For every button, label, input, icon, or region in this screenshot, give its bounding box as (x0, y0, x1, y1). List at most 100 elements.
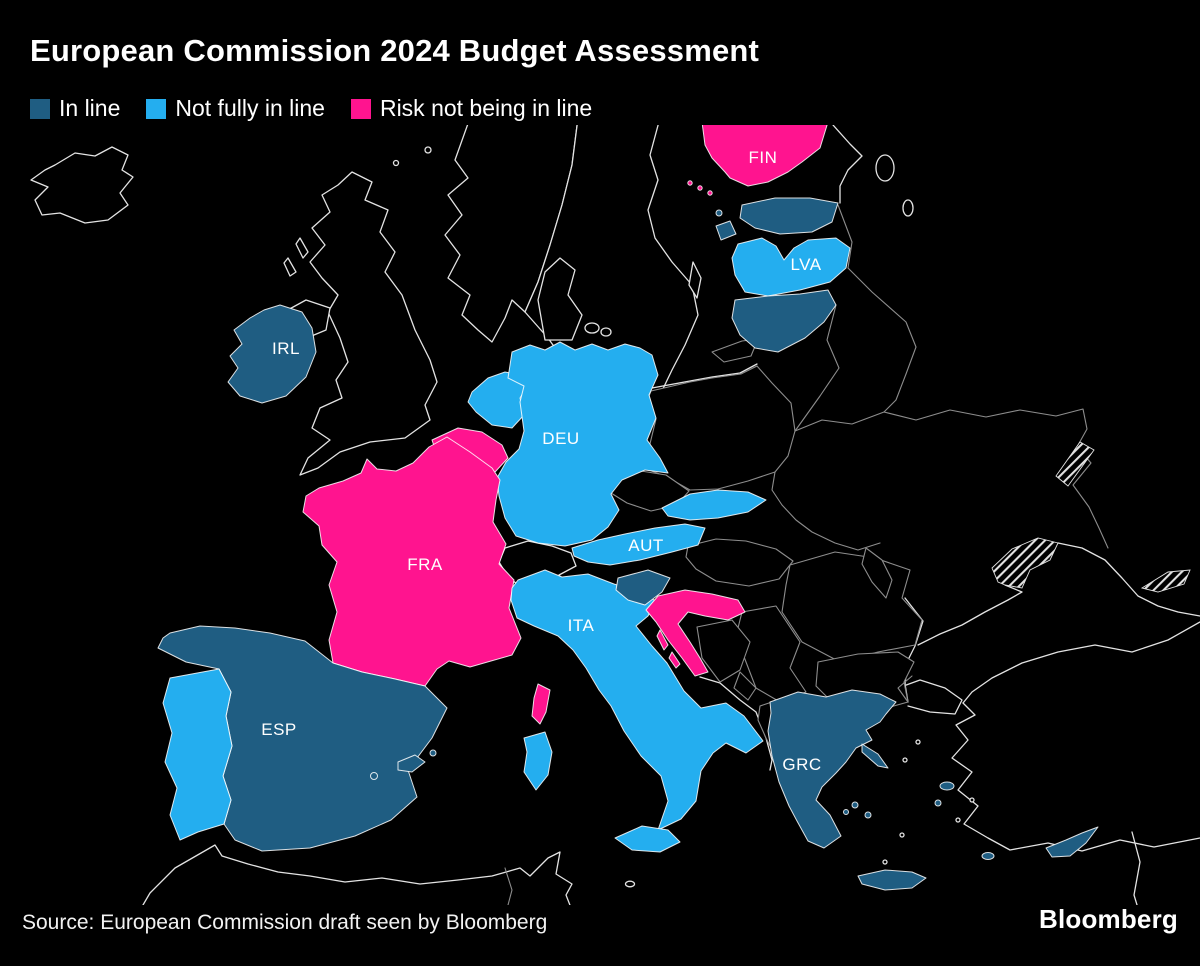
region-crimea-hatched (991, 537, 1059, 589)
island-hiiumaa (715, 209, 723, 217)
coast-european-turkey (897, 679, 963, 715)
country-spain (157, 625, 448, 852)
legend-item-risk: Risk not being in line (350, 95, 593, 122)
island-aland-2 (707, 190, 713, 196)
island-menorca (429, 749, 437, 757)
coast-baltic-poland (651, 363, 758, 389)
coast-north-africa (142, 844, 576, 919)
island-chios (934, 799, 942, 807)
hatched-regions (991, 441, 1191, 593)
islands-hebrides (295, 237, 309, 259)
island-funen (600, 327, 612, 337)
country-hungary (685, 538, 794, 587)
country-iceland (30, 146, 134, 224)
island-euboea (861, 743, 889, 769)
country-finland (701, 121, 829, 187)
country-label-ita: ITA (568, 616, 595, 635)
island-sardinia (523, 731, 553, 791)
country-label-irl: IRL (272, 339, 300, 358)
island-aegean-4 (969, 797, 975, 803)
coast-adriatic-east (699, 676, 773, 771)
island-aegean-5 (899, 832, 905, 838)
border-belarus-west (794, 304, 840, 432)
country-croatia (645, 589, 746, 677)
coast-black-sea-ukraine (917, 584, 1023, 646)
island-gotland (688, 261, 702, 299)
island-saaremaa (715, 220, 737, 241)
border-russia-baltics (837, 204, 853, 269)
legend: In line Not fully in line Risk not being… (30, 95, 592, 122)
country-bosnia (696, 619, 751, 683)
island-aland-3 (687, 180, 693, 186)
island-aland-1 (697, 185, 703, 191)
bloomberg-logo: Bloomberg (1038, 904, 1178, 934)
legend-swatch-not-fully (146, 98, 167, 119)
country-label-lva: LVA (790, 255, 821, 274)
border-turkey-bulgaria-greece (897, 675, 913, 703)
island-croatia-coast-2 (668, 651, 681, 669)
island-aegean-1 (902, 757, 908, 763)
eu-countries (157, 121, 1099, 891)
island-corsica (531, 683, 551, 725)
island-cyclades-3 (843, 809, 849, 815)
map-svg: FIN LVA IRL DEU FRA AUT ITA ESP GRC (30, 117, 1200, 963)
island-croatia-coast-1 (656, 629, 669, 651)
island-aegean-6 (882, 859, 888, 865)
country-label-deu: DEU (542, 429, 579, 448)
europe-choropleth-map: FIN LVA IRL DEU FRA AUT ITA ESP GRC (0, 117, 1200, 963)
lake-ladoga (875, 154, 895, 182)
country-germany (496, 341, 669, 547)
country-label-fin: FIN (749, 148, 778, 167)
country-lithuania (731, 289, 837, 353)
border-ukraine-north-east (794, 408, 1109, 549)
island-cyclades-1 (851, 801, 859, 809)
island-shetland (424, 146, 432, 154)
country-great-britain (299, 171, 438, 476)
island-aegean-2 (915, 739, 921, 745)
region-east-black-sea-hatched (1140, 569, 1191, 593)
country-label-grc: GRC (782, 755, 821, 774)
border-belarus-russia (847, 267, 917, 413)
island-malta (624, 880, 636, 888)
country-romania (781, 551, 923, 663)
island-mallorca (397, 754, 426, 773)
legend-item-in-line: In line (30, 95, 120, 122)
country-label-esp: ESP (261, 720, 297, 739)
legend-label-in-line: In line (59, 95, 121, 121)
island-rhodes (981, 852, 995, 860)
country-montenegro (733, 671, 757, 701)
country-denmark (537, 257, 583, 341)
island-aegean-3 (955, 817, 961, 823)
legend-swatch-risk (350, 98, 371, 119)
country-greece (767, 689, 897, 849)
coast-turkey-west-south (951, 702, 1200, 852)
country-ireland (227, 304, 317, 404)
page-title: European Commission 2024 Budget Assessme… (30, 33, 760, 68)
island-ibiza (370, 772, 378, 780)
island-sicily (614, 825, 681, 853)
country-labels: FIN LVA IRL DEU FRA AUT ITA ESP GRC (261, 148, 821, 774)
source-note: Source: European Commission draft seen b… (22, 911, 548, 934)
country-slovakia (661, 489, 767, 521)
country-cyprus (1045, 826, 1099, 858)
border-ukraine-southwest (771, 471, 881, 551)
country-portugal (162, 668, 233, 841)
coast-turkey-north (962, 621, 1200, 704)
island-lesbos (939, 781, 955, 791)
non-eu-inner-borders (504, 204, 1109, 906)
lake-peipus (902, 199, 914, 217)
legend-item-not-fully: Not fully in line (146, 95, 325, 122)
island-orkney (392, 159, 400, 167)
country-slovenia (615, 569, 671, 606)
region-east-ukraine-hatched (1055, 441, 1095, 487)
country-austria (571, 523, 706, 566)
country-latvia (731, 237, 851, 297)
country-label-fra: FRA (407, 555, 443, 574)
coast-russia-gulf-of-finland (832, 124, 863, 204)
country-label-aut: AUT (628, 536, 664, 555)
island-crete (857, 869, 927, 891)
island-cyclades-2 (864, 811, 872, 819)
legend-label-risk: Risk not being in line (379, 95, 593, 121)
border-algeria-tunisia (504, 867, 513, 906)
country-estonia (739, 197, 839, 235)
